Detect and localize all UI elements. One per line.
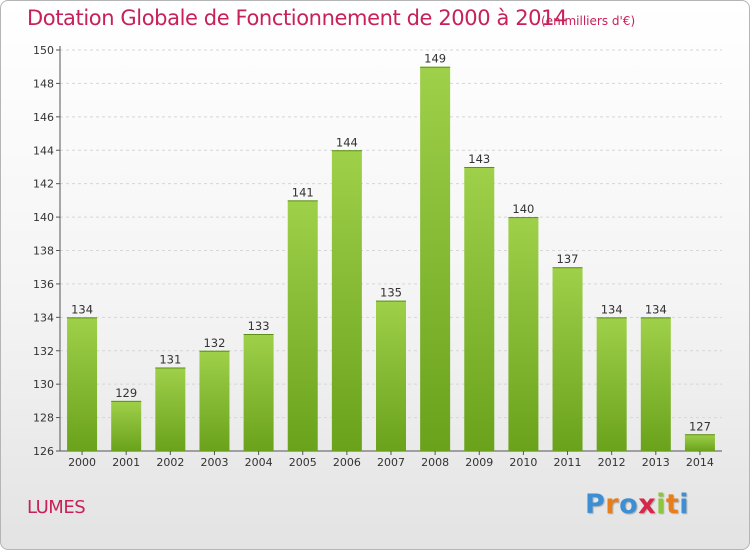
bar xyxy=(67,317,98,451)
chart-title: Dotation Globale de Fonctionnement de 20… xyxy=(27,6,568,30)
bar xyxy=(640,317,671,451)
data-label: 127 xyxy=(689,419,711,433)
x-tick-label: 2006 xyxy=(333,456,361,469)
data-labels: 134 129 131 132 133 141 144 135 149 143 140 137 134 1… xyxy=(71,52,711,434)
logo-letter: P xyxy=(585,489,606,520)
x-tick-label: 2014 xyxy=(686,456,714,469)
bar xyxy=(508,217,539,451)
logo-letter: t xyxy=(665,489,680,520)
x-tick-label: 2009 xyxy=(465,456,493,469)
logo-letter: i xyxy=(656,489,666,520)
data-label: 135 xyxy=(380,286,402,300)
logo-letter: r xyxy=(605,489,620,520)
x-tick-labels: 2000 2001 2002 2003 2004 2005 2006 2007 2008 2009… xyxy=(68,456,714,469)
x-tick-label: 2010 xyxy=(509,456,537,469)
data-label: 143 xyxy=(468,152,490,166)
logo-letter: i xyxy=(679,489,690,520)
data-label: 149 xyxy=(424,52,446,66)
bar xyxy=(420,66,451,451)
y-tick-label: 126 xyxy=(33,445,54,458)
x-tick-label: 2008 xyxy=(421,456,449,469)
x-tick-label: 2005 xyxy=(289,456,317,469)
data-label: 133 xyxy=(248,319,270,333)
bar xyxy=(596,317,627,451)
x-tick-label: 2004 xyxy=(245,456,273,469)
bar xyxy=(552,267,583,451)
chart-subtitle: (en milliers d'€) xyxy=(541,14,636,28)
bar xyxy=(287,200,318,451)
bars xyxy=(67,66,715,452)
y-tick-label: 138 xyxy=(33,245,54,258)
data-label: 134 xyxy=(645,302,667,316)
commune-name: LUMES xyxy=(27,497,86,518)
y-tick-label: 136 xyxy=(33,278,54,291)
y-tick-label: 132 xyxy=(33,345,54,358)
x-tick-label: 2001 xyxy=(112,456,140,469)
y-tick-label: 130 xyxy=(33,378,54,391)
x-tick-label: 2013 xyxy=(642,456,670,469)
x-tick-label: 2011 xyxy=(554,456,582,469)
data-label: 141 xyxy=(292,185,314,199)
data-label: 137 xyxy=(557,252,579,266)
proxiti-logo[interactable]: Proxiti xyxy=(585,489,689,520)
data-label: 134 xyxy=(71,302,93,316)
data-label: 144 xyxy=(336,135,358,149)
y-tick-label: 144 xyxy=(33,144,54,157)
bar xyxy=(331,150,362,451)
y-tick-label: 150 xyxy=(33,44,54,57)
bar xyxy=(155,367,186,451)
y-tick-label: 140 xyxy=(33,211,54,224)
data-label: 131 xyxy=(159,352,181,366)
bar xyxy=(684,434,715,451)
x-tick-label: 2002 xyxy=(156,456,184,469)
x-tick-label: 2003 xyxy=(200,456,228,469)
logo-letter: x xyxy=(638,489,657,520)
bar xyxy=(111,400,142,451)
data-label: 132 xyxy=(203,336,225,350)
bar xyxy=(199,350,230,451)
data-label: 134 xyxy=(601,302,623,316)
data-label: 140 xyxy=(512,202,534,216)
x-tick-label: 2012 xyxy=(598,456,626,469)
bar xyxy=(376,300,406,451)
y-tick-label: 148 xyxy=(33,77,54,90)
bar xyxy=(243,334,274,451)
y-tick-label: 134 xyxy=(33,311,54,324)
data-label: 129 xyxy=(115,386,137,400)
bar xyxy=(464,166,495,452)
y-tick-label: 128 xyxy=(33,412,54,425)
logo-letter: o xyxy=(619,489,639,520)
x-tick-label: 2000 xyxy=(68,456,96,469)
y-tick-label: 146 xyxy=(33,111,54,124)
y-tick-label: 142 xyxy=(33,178,54,191)
y-tick-labels: 126 128 130 132 134 136 138 140 142 144 146 148 150 xyxy=(33,44,54,458)
x-tick-label: 2007 xyxy=(377,456,405,469)
